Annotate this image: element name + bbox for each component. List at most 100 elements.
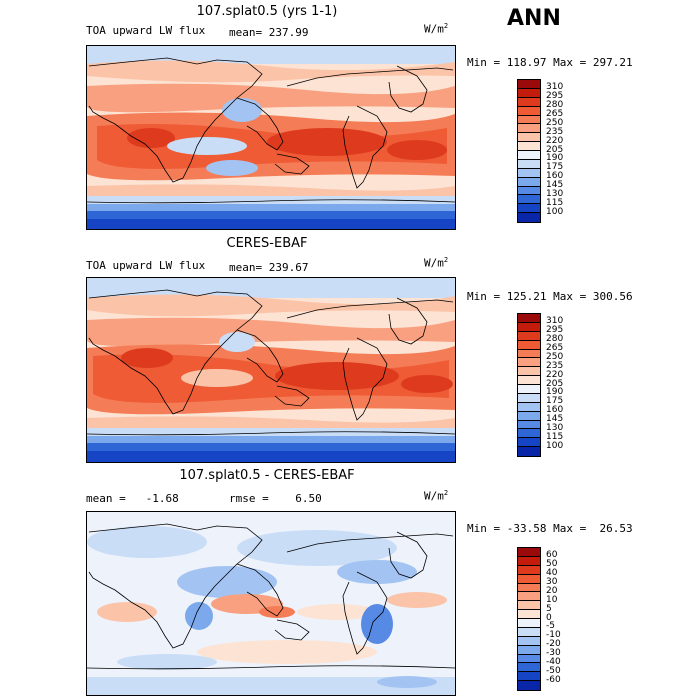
colorbar-box [518, 322, 540, 332]
colorbar-tick-label: 205 [546, 144, 564, 155]
colorbar-tick-label: -5 [546, 621, 555, 632]
colorbar-tick-label: 265 [546, 343, 564, 353]
panel-1-variable-label: TOA upward LW flux [86, 24, 206, 37]
colorbar-tick-label: 235 [546, 360, 564, 371]
colorbar-box [518, 636, 540, 646]
colorbar-tick-label: 115 [546, 431, 564, 442]
colorbar-tick-label: 220 [546, 135, 564, 146]
colorbar-tick-label: 280 [546, 334, 564, 345]
colorbar-box [518, 331, 540, 341]
colorbar-box [518, 619, 540, 628]
panel-3-map [86, 511, 456, 696]
colorbar-tick-label: 30 [546, 577, 558, 587]
colorbar-tick-label: 205 [546, 378, 564, 389]
colorbar-box [518, 556, 540, 566]
colorbar-tick-label: 10 [546, 594, 558, 605]
panel-3-colorbar [517, 547, 541, 691]
panel-3-units: W/m2 [424, 489, 449, 503]
panel-1-mean-label: mean= 237.99 [229, 26, 309, 39]
colorbar-box [518, 627, 540, 637]
colorbar-box [518, 142, 540, 151]
colorbar-box [518, 393, 540, 403]
colorbar-box [518, 133, 540, 143]
colorbar-box [518, 429, 540, 439]
panel-2-title: CERES-EBAF [226, 236, 308, 251]
colorbar-box [518, 97, 540, 107]
colorbar-box [518, 645, 540, 655]
colorbar-tick-label: 50 [546, 559, 558, 570]
colorbar-tick-label: 20 [546, 585, 558, 596]
colorbar-tick-label: 220 [546, 369, 564, 380]
colorbar-box [518, 88, 540, 98]
panel-2-colorbar [517, 313, 541, 457]
colorbar-tick-label: 175 [546, 396, 564, 407]
colorbar-tick-label: 60 [546, 550, 558, 561]
colorbar-tick-label: 250 [546, 351, 564, 362]
colorbar-box [518, 340, 540, 350]
panel-1-title: 107.splat0.5 (yrs 1-1) [196, 4, 338, 19]
colorbar-tick-label: 310 [546, 82, 564, 93]
panel-3-rmse-label: rmse = 6.50 [229, 492, 322, 505]
panel-3-title: 107.splat0.5 - CERES-EBAF [179, 468, 355, 483]
colorbar-tick-label: 115 [546, 197, 564, 208]
colorbar-tick-label: 5 [546, 603, 552, 614]
colorbar-box [518, 159, 540, 169]
colorbar-box [518, 447, 540, 456]
colorbar-tick-label: 265 [546, 109, 564, 119]
colorbar-tick-label: 295 [546, 91, 564, 102]
colorbar-box [518, 213, 540, 222]
colorbar-box [518, 402, 540, 412]
colorbar-box [518, 654, 540, 664]
panel-3-minmax: Min = -33.58 Max = 26.53 [467, 522, 633, 535]
colorbar-tick-label: -20 [546, 639, 561, 650]
colorbar-box [518, 124, 540, 134]
colorbar-tick-label: 280 [546, 100, 564, 111]
panel-2-minmax: Min = 125.21 Max = 300.56 [467, 290, 633, 303]
panel-1-colorbar [517, 79, 541, 223]
colorbar-box [518, 151, 540, 160]
colorbar-box [518, 367, 540, 377]
colorbar-box [518, 204, 540, 214]
colorbar-box [518, 565, 540, 575]
panel-2-mean-label: mean= 239.67 [229, 261, 309, 274]
colorbar-box [518, 420, 540, 430]
colorbar-box [518, 411, 540, 421]
colorbar-tick-label: 100 [546, 206, 564, 217]
colorbar-box [518, 610, 540, 619]
colorbar-box [518, 177, 540, 187]
panel-2-units: W/m2 [424, 256, 449, 270]
panel-1-minmax: Min = 118.97 Max = 297.21 [467, 56, 633, 69]
colorbar-box [518, 358, 540, 368]
colorbar-box [518, 376, 540, 385]
colorbar-tick-label: -60 [546, 674, 561, 685]
panel-1-map [86, 45, 456, 230]
colorbar-tick-label: 0 [546, 612, 552, 623]
colorbar-tick-label: -30 [546, 648, 561, 658]
panel-2-map [86, 277, 456, 463]
colorbar-tick-label: 40 [546, 568, 558, 579]
colorbar-box [518, 574, 540, 584]
colorbar-box [518, 168, 540, 178]
colorbar-box [518, 663, 540, 673]
colorbar-tick-label: 295 [546, 325, 564, 336]
panel-2-variable-label: TOA upward LW flux [86, 259, 206, 272]
colorbar-tick-label: 190 [546, 387, 564, 398]
colorbar-box [518, 195, 540, 205]
colorbar-box [518, 548, 540, 557]
colorbar-tick-label: 160 [546, 405, 564, 416]
colorbar-box [518, 106, 540, 116]
panel-3-mean-label: mean = -1.68 [86, 492, 179, 505]
colorbar-tick-label: -10 [546, 630, 561, 641]
colorbar-box [518, 186, 540, 196]
colorbar-box [518, 349, 540, 359]
colorbar-tick-label: 250 [546, 117, 564, 128]
panel-1-units: W/m2 [424, 22, 449, 36]
colorbar-tick-label: 130 [546, 422, 564, 433]
colorbar-box [518, 681, 540, 690]
colorbar-box [518, 592, 540, 602]
colorbar-box [518, 672, 540, 682]
colorbar-box [518, 115, 540, 125]
colorbar-box [518, 80, 540, 89]
season-label: ANN [507, 6, 561, 31]
colorbar-box [518, 601, 540, 611]
